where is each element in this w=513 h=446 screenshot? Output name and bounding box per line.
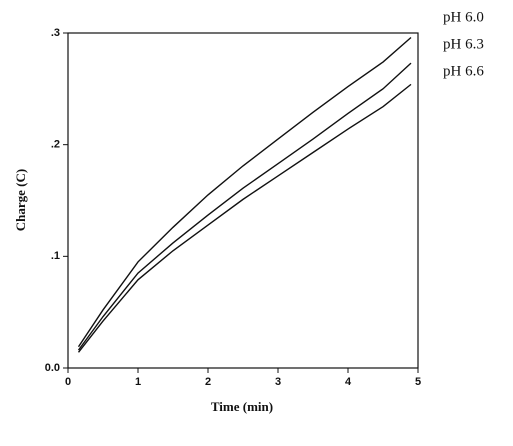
x-tick-label: 3 [275, 376, 281, 388]
y-tick-label: 0.0 [45, 362, 60, 374]
y-tick-label: .1 [51, 250, 60, 262]
x-tick-label: 1 [135, 376, 141, 388]
y-tick-label: .2 [51, 139, 60, 151]
x-tick-label: 0 [65, 376, 71, 388]
y-tick-label: .3 [51, 27, 60, 39]
legend-label: pH 6.6 [443, 63, 484, 79]
x-tick-label: 5 [415, 376, 421, 388]
y-axis-label: Charge (C) [13, 169, 28, 231]
plot-frame [67, 32, 419, 369]
series-line [77, 83, 412, 353]
series-line [77, 36, 412, 348]
x-tick-label: 4 [345, 376, 352, 388]
series-line [77, 62, 412, 351]
legend-label: pH 6.3 [443, 36, 484, 52]
legend-label: pH 6.0 [443, 9, 484, 25]
x-tick-label: 2 [205, 376, 211, 388]
x-axis-label: Time (min) [211, 399, 273, 414]
